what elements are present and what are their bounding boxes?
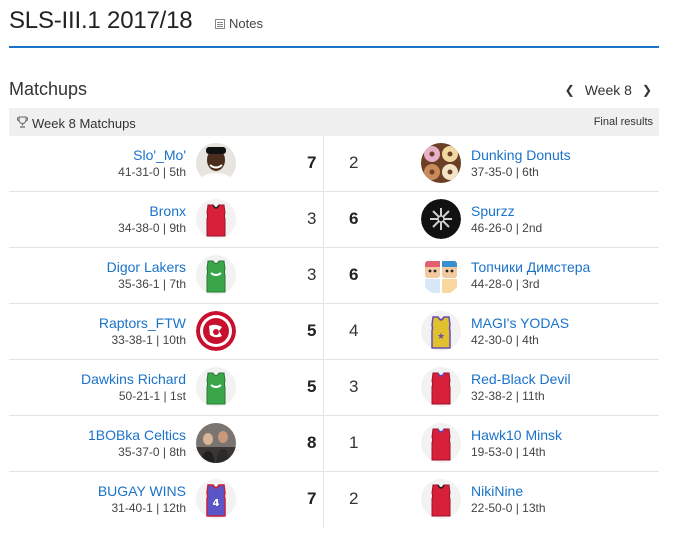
- matchup-row: Raptors_FTW 33-38-1 | 10th 5 4 ★ MAGI's …: [9, 304, 659, 360]
- left-team[interactable]: Raptors_FTW 33-38-1 | 10th: [99, 315, 186, 348]
- matchups-list: Slo'_Mo' 41-31-0 | 5th 7 2 Dunki: [9, 136, 659, 527]
- left-team[interactable]: BUGAY WINS 31-40-1 | 12th: [98, 483, 186, 516]
- team-record: 37-35-0 | 6th: [471, 165, 539, 179]
- team-record: 42-30-0 | 4th: [471, 333, 539, 347]
- left-score: 8: [307, 433, 317, 452]
- team-name[interactable]: MAGI's YODAS: [471, 315, 570, 331]
- team-record: 31-40-1 | 12th: [111, 501, 186, 515]
- team-record: 46-26-0 | 2nd: [471, 221, 543, 235]
- team-record: 34-38-0 | 9th: [118, 221, 186, 235]
- notes-icon: [215, 18, 225, 29]
- team-record: 44-28-0 | 3rd: [471, 277, 540, 291]
- right-team[interactable]: MAGI's YODAS 42-30-0 | 4th: [471, 315, 569, 348]
- cartoon-characters-avatar-icon[interactable]: [421, 255, 461, 295]
- week-label: Week 8: [584, 82, 632, 98]
- team-name[interactable]: Топчики Димстера: [471, 259, 591, 275]
- left-score: 7: [307, 489, 317, 508]
- team-name[interactable]: Bronx: [149, 203, 186, 219]
- scoreboard-divider: [323, 136, 324, 528]
- red-jersey-avatar-icon[interactable]: [196, 199, 236, 239]
- spurs-logo-avatar-icon[interactable]: [421, 199, 461, 239]
- next-week-icon[interactable]: ❯: [641, 83, 652, 97]
- number-4-jersey-avatar-icon[interactable]: 4: [196, 479, 236, 519]
- final-results-label: Final results: [593, 116, 653, 128]
- right-team[interactable]: Hawk10 Minsk 19-53-0 | 14th: [471, 427, 562, 460]
- left-team[interactable]: 1BOBka Celtics 35-37-0 | 8th: [88, 427, 186, 460]
- team-name[interactable]: Dunking Donuts: [471, 147, 571, 163]
- left-score: 5: [307, 377, 317, 396]
- right-score: 1: [349, 433, 359, 452]
- team-name[interactable]: Spurzz: [471, 203, 515, 219]
- matchup-row: BUGAY WINS 31-40-1 | 12th 4 7 2 NikiNine…: [9, 472, 659, 527]
- team-record: 22-50-0 | 13th: [471, 501, 546, 515]
- yellow-jersey-avatar-icon[interactable]: ★: [421, 311, 461, 351]
- team-record: 19-53-0 | 14th: [471, 445, 546, 459]
- red-jersey-avatar-icon[interactable]: [421, 479, 461, 519]
- team-record: 32-38-2 | 11th: [471, 389, 545, 403]
- team-name[interactable]: Raptors_FTW: [98, 315, 186, 331]
- week-navigation: ❮ Week 8 ❯: [559, 82, 658, 98]
- team-record: 33-38-1 | 10th: [111, 333, 186, 347]
- player-photo-avatar-icon[interactable]: [196, 143, 236, 183]
- team-name[interactable]: Dawkins Richard: [80, 371, 186, 387]
- league-title: SLS-III.1 2017/18: [9, 7, 193, 34]
- right-team[interactable]: Топчики Димстера 44-28-0 | 3rd: [471, 259, 590, 292]
- team-record: 41-31-0 | 5th: [118, 165, 186, 179]
- green-jersey-avatar-icon[interactable]: [196, 367, 236, 407]
- matchups-bar: Week 8 Matchups Final results: [9, 108, 659, 136]
- matchup-row: 1BOBka Celtics 35-37-0 | 8th 8 1 Hawk10 …: [9, 416, 659, 472]
- previous-week-icon[interactable]: ❮: [564, 83, 575, 97]
- green-jersey-avatar-icon[interactable]: [196, 255, 236, 295]
- left-score: 7: [307, 153, 317, 172]
- right-score: 6: [349, 265, 359, 284]
- left-team[interactable]: Digor Lakers 35-36-1 | 7th: [107, 259, 186, 292]
- notes-link[interactable]: Notes: [215, 16, 263, 31]
- team-name[interactable]: 1BOBka Celtics: [87, 427, 186, 443]
- left-team[interactable]: Slo'_Mo' 41-31-0 | 5th: [118, 147, 186, 180]
- notes-label: Notes: [229, 16, 263, 31]
- matchup-row: Slo'_Mo' 41-31-0 | 5th 7 2 Dunki: [9, 136, 659, 192]
- left-score: 3: [307, 209, 317, 228]
- team-name[interactable]: Hawk10 Minsk: [471, 427, 563, 443]
- team-record: 35-36-1 | 7th: [118, 277, 186, 291]
- left-team[interactable]: Dawkins Richard 50-21-1 | 1st: [81, 371, 186, 404]
- svg-text:4: 4: [213, 498, 220, 509]
- donuts-avatar-icon[interactable]: [421, 143, 461, 183]
- right-team[interactable]: Dunking Donuts 37-35-0 | 6th: [471, 147, 571, 180]
- svg-text:★: ★: [437, 332, 445, 342]
- matchup-row: Dawkins Richard 50-21-1 | 1st 5 3 Red-Bl…: [9, 360, 659, 416]
- right-score: 2: [349, 489, 359, 508]
- right-score: 4: [349, 321, 359, 340]
- raptors-logo-avatar-icon[interactable]: [196, 311, 236, 351]
- right-score: 6: [349, 209, 359, 228]
- league-header: SLS-III.1 2017/18 Notes: [9, 0, 659, 48]
- team-name[interactable]: Slo'_Mo': [133, 147, 186, 163]
- team-name[interactable]: Red-Black Devil: [471, 371, 571, 387]
- team-record: 35-37-0 | 8th: [118, 445, 186, 459]
- right-team[interactable]: Spurzz 46-26-0 | 2nd: [471, 203, 542, 236]
- team-name[interactable]: Digor Lakers: [106, 259, 186, 275]
- red-jersey-avatar-icon[interactable]: [421, 367, 461, 407]
- section-title: Matchups: [9, 79, 88, 99]
- right-score: 2: [349, 153, 359, 172]
- trophy-icon: [17, 116, 28, 128]
- right-team[interactable]: NikiNine 22-50-0 | 13th: [471, 483, 546, 516]
- red-jersey-avatar-icon[interactable]: [421, 423, 461, 463]
- week-matchups-label: Week 8 Matchups: [32, 116, 136, 131]
- left-score: 5: [307, 321, 317, 340]
- team-photo-avatar-icon[interactable]: [196, 423, 236, 463]
- right-score: 3: [349, 377, 359, 396]
- matchup-row: Bronx 34-38-0 | 9th 3 6 Spurzz 46-26-0 |: [9, 192, 659, 248]
- left-score: 3: [307, 265, 317, 284]
- team-name[interactable]: BUGAY WINS: [97, 483, 186, 499]
- matchup-row: Digor Lakers 35-36-1 | 7th 3 6: [9, 248, 659, 304]
- team-record: 50-21-1 | 1st: [118, 389, 186, 403]
- left-team[interactable]: Bronx 34-38-0 | 9th: [118, 203, 186, 236]
- team-name[interactable]: NikiNine: [471, 483, 524, 499]
- right-team[interactable]: Red-Black Devil 32-38-2 | 11th: [471, 371, 571, 404]
